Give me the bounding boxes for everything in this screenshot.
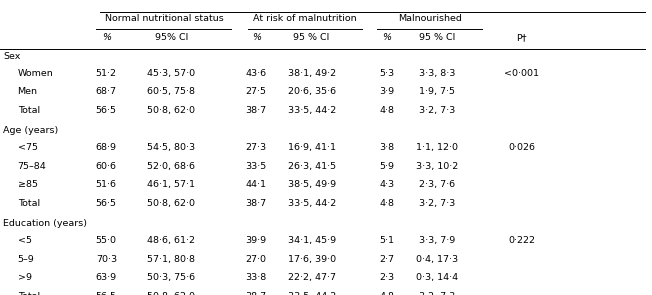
Text: 2·3, 7·6: 2·3, 7·6 <box>419 180 455 189</box>
Text: Total: Total <box>18 199 40 208</box>
Text: 3·3, 7·9: 3·3, 7·9 <box>419 236 455 245</box>
Text: 68·9: 68·9 <box>96 143 117 152</box>
Text: 34·1, 45·9: 34·1, 45·9 <box>288 236 336 245</box>
Text: 3·2, 7·3: 3·2, 7·3 <box>419 106 455 115</box>
Text: Sex: Sex <box>3 52 21 61</box>
Text: Malnourished: Malnourished <box>398 14 462 23</box>
Text: 39·9: 39·9 <box>246 236 267 245</box>
Text: 1·1, 12·0: 1·1, 12·0 <box>416 143 458 152</box>
Text: 56·5: 56·5 <box>96 292 117 295</box>
Text: 38·7: 38·7 <box>246 199 267 208</box>
Text: 51·6: 51·6 <box>96 180 117 189</box>
Text: 60·6: 60·6 <box>96 161 117 171</box>
Text: Normal nutritional status: Normal nutritional status <box>104 14 224 23</box>
Text: 54·5, 80·3: 54·5, 80·3 <box>147 143 196 152</box>
Text: 57·1, 80·8: 57·1, 80·8 <box>147 255 196 263</box>
Text: 50·3, 75·6: 50·3, 75·6 <box>147 273 196 282</box>
Text: %: % <box>102 33 111 42</box>
Text: 33·5, 44·2: 33·5, 44·2 <box>288 106 336 115</box>
Text: 75–84: 75–84 <box>18 161 46 171</box>
Text: 50·8, 62·0: 50·8, 62·0 <box>147 199 196 208</box>
Text: 3·3, 8·3: 3·3, 8·3 <box>419 68 455 78</box>
Text: Total: Total <box>18 106 40 115</box>
Text: 5·3: 5·3 <box>379 68 394 78</box>
Text: 20·6, 35·6: 20·6, 35·6 <box>288 87 336 96</box>
Text: Men: Men <box>18 87 38 96</box>
Text: 3·8: 3·8 <box>379 143 394 152</box>
Text: 22·2, 47·7: 22·2, 47·7 <box>288 273 336 282</box>
Text: 1·9, 7·5: 1·9, 7·5 <box>419 87 455 96</box>
Text: 2·7: 2·7 <box>379 255 394 263</box>
Text: 60·5, 75·8: 60·5, 75·8 <box>147 87 196 96</box>
Text: 44·1: 44·1 <box>246 180 267 189</box>
Text: 33·5, 44·2: 33·5, 44·2 <box>288 292 336 295</box>
Text: %: % <box>382 33 391 42</box>
Text: <5: <5 <box>18 236 31 245</box>
Text: 38·7: 38·7 <box>246 106 267 115</box>
Text: 50·8, 62·0: 50·8, 62·0 <box>147 292 196 295</box>
Text: 4·8: 4·8 <box>379 199 394 208</box>
Text: <0·001: <0·001 <box>504 68 539 78</box>
Text: 0·026: 0·026 <box>508 143 535 152</box>
Text: 70·3: 70·3 <box>96 255 117 263</box>
Text: 33·5: 33·5 <box>246 161 267 171</box>
Text: 4·3: 4·3 <box>379 180 394 189</box>
Text: 3·2, 7·3: 3·2, 7·3 <box>419 292 455 295</box>
Text: 55·0: 55·0 <box>96 236 117 245</box>
Text: Women: Women <box>18 68 53 78</box>
Text: 5–9: 5–9 <box>18 255 35 263</box>
Text: 48·6, 61·2: 48·6, 61·2 <box>147 236 196 245</box>
Text: 63·9: 63·9 <box>96 273 117 282</box>
Text: At risk of malnutrition: At risk of malnutrition <box>253 14 357 23</box>
Text: P†: P† <box>516 33 527 42</box>
Text: 3·3, 10·2: 3·3, 10·2 <box>416 161 458 171</box>
Text: 16·9, 41·1: 16·9, 41·1 <box>288 143 336 152</box>
Text: 27·3: 27·3 <box>246 143 267 152</box>
Text: 95% CI: 95% CI <box>155 33 188 42</box>
Text: 5·1: 5·1 <box>379 236 394 245</box>
Text: 95 % CI: 95 % CI <box>293 33 330 42</box>
Text: 68·7: 68·7 <box>96 87 117 96</box>
Text: ≥85: ≥85 <box>18 180 38 189</box>
Text: 38·1, 49·2: 38·1, 49·2 <box>288 68 336 78</box>
Text: 4·8: 4·8 <box>379 292 394 295</box>
Text: 43·6: 43·6 <box>246 68 267 78</box>
Text: 0·4, 17·3: 0·4, 17·3 <box>416 255 458 263</box>
Text: Age (years): Age (years) <box>3 126 59 135</box>
Text: 26·3, 41·5: 26·3, 41·5 <box>288 161 336 171</box>
Text: 4·8: 4·8 <box>379 106 394 115</box>
Text: 95 % CI: 95 % CI <box>419 33 455 42</box>
Text: 51·2: 51·2 <box>96 68 117 78</box>
Text: 38·7: 38·7 <box>246 292 267 295</box>
Text: 17·6, 39·0: 17·6, 39·0 <box>288 255 336 263</box>
Text: 27·5: 27·5 <box>246 87 267 96</box>
Text: 3·9: 3·9 <box>379 87 394 96</box>
Text: 56·5: 56·5 <box>96 106 117 115</box>
Text: 0·3, 14·4: 0·3, 14·4 <box>416 273 458 282</box>
Text: 33·8: 33·8 <box>246 273 267 282</box>
Text: 27·0: 27·0 <box>246 255 267 263</box>
Text: 56·5: 56·5 <box>96 199 117 208</box>
Text: 50·8, 62·0: 50·8, 62·0 <box>147 106 196 115</box>
Text: 38·5, 49·9: 38·5, 49·9 <box>288 180 336 189</box>
Text: 0·222: 0·222 <box>508 236 535 245</box>
Text: 5·9: 5·9 <box>379 161 394 171</box>
Text: 52·0, 68·6: 52·0, 68·6 <box>147 161 196 171</box>
Text: <75: <75 <box>18 143 38 152</box>
Text: 46·1, 57·1: 46·1, 57·1 <box>147 180 196 189</box>
Text: 33·5, 44·2: 33·5, 44·2 <box>288 199 336 208</box>
Text: >9: >9 <box>18 273 31 282</box>
Text: 2·3: 2·3 <box>379 273 394 282</box>
Text: 45·3, 57·0: 45·3, 57·0 <box>147 68 196 78</box>
Text: %: % <box>252 33 261 42</box>
Text: Education (years): Education (years) <box>3 219 87 228</box>
Text: Total: Total <box>18 292 40 295</box>
Text: 3·2, 7·3: 3·2, 7·3 <box>419 199 455 208</box>
